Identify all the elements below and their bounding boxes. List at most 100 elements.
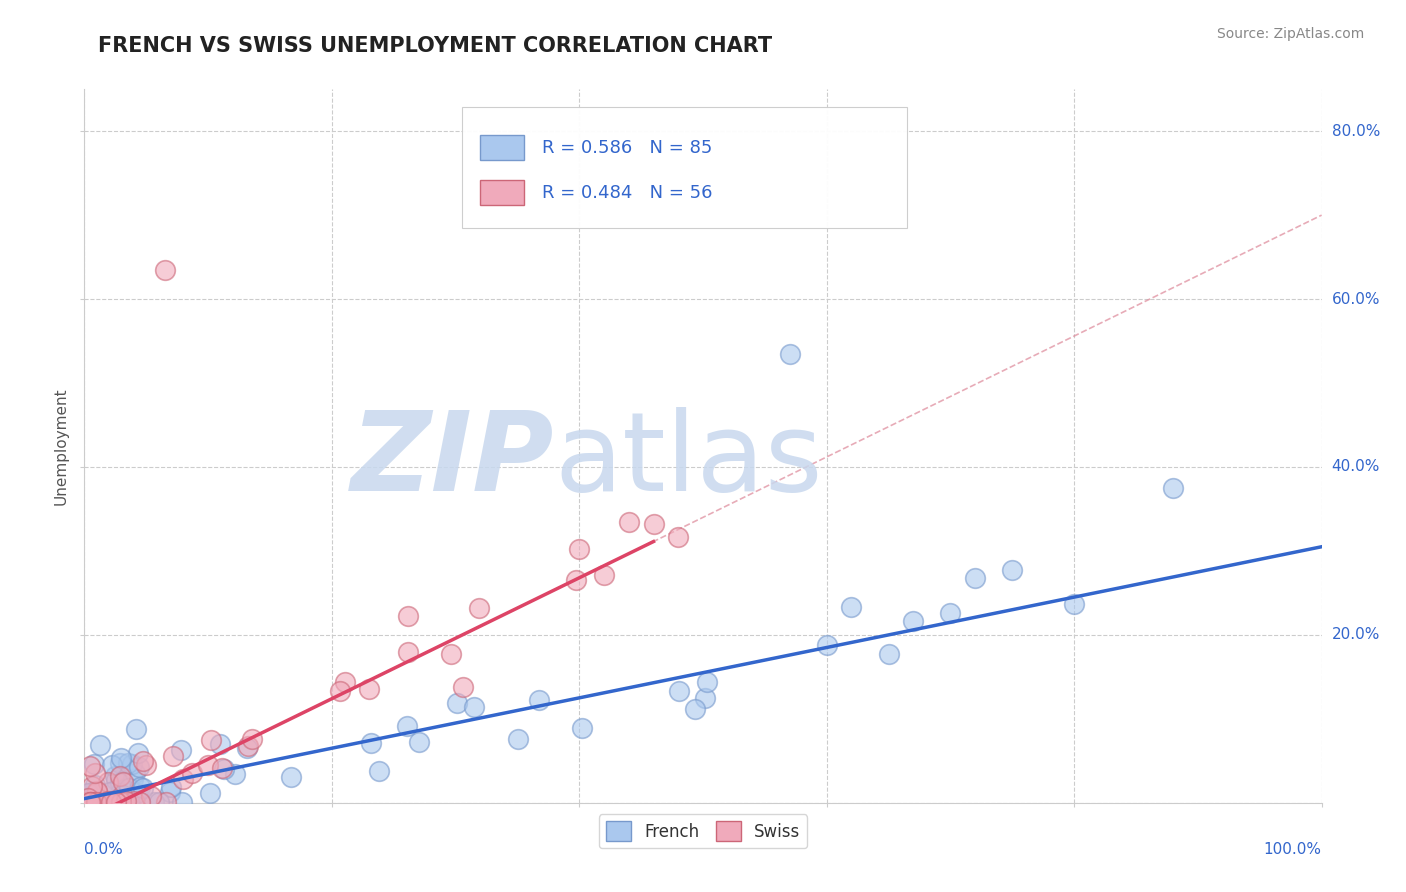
Point bbox=[97, 794, 120, 808]
Point bbox=[83, 779, 105, 793]
Point bbox=[105, 772, 128, 787]
Point bbox=[280, 771, 302, 785]
Point bbox=[108, 769, 131, 783]
Point bbox=[104, 783, 127, 797]
Point bbox=[571, 721, 593, 735]
Point bbox=[79, 795, 101, 809]
Point bbox=[1001, 563, 1024, 577]
Point bbox=[236, 739, 259, 753]
Point bbox=[128, 760, 150, 774]
Text: atlas: atlas bbox=[554, 407, 823, 514]
Point bbox=[89, 738, 111, 752]
Point bbox=[86, 785, 108, 799]
Point bbox=[468, 601, 491, 615]
Point bbox=[396, 719, 419, 733]
Point bbox=[73, 795, 96, 809]
Point bbox=[115, 781, 138, 796]
Legend: French, Swiss: French, Swiss bbox=[599, 814, 807, 848]
Point bbox=[617, 515, 640, 529]
Point bbox=[440, 647, 463, 661]
Point bbox=[118, 781, 141, 796]
Point bbox=[77, 790, 100, 805]
Point bbox=[135, 758, 157, 772]
Point bbox=[451, 681, 474, 695]
Point bbox=[129, 780, 152, 794]
Point bbox=[815, 638, 838, 652]
Point bbox=[198, 786, 221, 800]
Point bbox=[114, 794, 136, 808]
Point bbox=[181, 765, 204, 780]
Point bbox=[111, 795, 134, 809]
Point bbox=[643, 516, 665, 531]
Point bbox=[683, 702, 706, 716]
Point bbox=[214, 762, 236, 776]
Point bbox=[506, 731, 529, 746]
Point bbox=[110, 795, 132, 809]
Point bbox=[79, 786, 101, 800]
Point bbox=[91, 795, 114, 809]
Point bbox=[131, 755, 153, 769]
Point bbox=[359, 681, 381, 696]
Point bbox=[98, 785, 121, 799]
Point bbox=[235, 740, 257, 755]
Point bbox=[79, 795, 101, 809]
Point bbox=[695, 691, 717, 706]
Point bbox=[668, 684, 690, 698]
Point bbox=[1161, 481, 1184, 495]
Point bbox=[148, 795, 170, 809]
Point bbox=[86, 795, 108, 809]
Point bbox=[108, 756, 131, 771]
Point bbox=[367, 764, 389, 778]
Point bbox=[101, 758, 124, 772]
Point bbox=[111, 775, 134, 789]
Point bbox=[159, 785, 181, 799]
Point bbox=[143, 795, 166, 809]
Point bbox=[127, 747, 149, 761]
Point bbox=[83, 795, 105, 809]
Text: 100.0%: 100.0% bbox=[1264, 842, 1322, 857]
Point bbox=[94, 795, 117, 809]
Point bbox=[100, 795, 122, 809]
Text: FRENCH VS SWISS UNEMPLOYMENT CORRELATION CHART: FRENCH VS SWISS UNEMPLOYMENT CORRELATION… bbox=[98, 36, 772, 55]
Text: Source: ZipAtlas.com: Source: ZipAtlas.com bbox=[1216, 27, 1364, 41]
Point bbox=[83, 757, 105, 772]
Point bbox=[79, 795, 101, 809]
Bar bbox=[481, 180, 523, 205]
Point bbox=[105, 795, 128, 809]
Point bbox=[82, 779, 104, 793]
Point bbox=[333, 675, 356, 690]
Point bbox=[79, 759, 101, 773]
Point bbox=[110, 786, 132, 800]
Point bbox=[117, 756, 139, 770]
Point bbox=[159, 780, 181, 794]
Point bbox=[75, 795, 97, 809]
Point bbox=[666, 530, 689, 544]
Point bbox=[91, 795, 114, 809]
Point bbox=[101, 795, 124, 809]
Point bbox=[110, 750, 132, 764]
Point bbox=[91, 795, 114, 809]
Point bbox=[122, 772, 145, 786]
Point bbox=[118, 795, 141, 809]
Point bbox=[124, 766, 146, 780]
Point bbox=[153, 262, 176, 277]
Point bbox=[97, 775, 120, 789]
Point bbox=[396, 609, 419, 624]
Point bbox=[110, 795, 132, 809]
Point bbox=[139, 789, 162, 803]
Text: 80.0%: 80.0% bbox=[1331, 124, 1379, 138]
Text: 40.0%: 40.0% bbox=[1331, 459, 1379, 475]
Text: R = 0.484   N = 56: R = 0.484 N = 56 bbox=[543, 184, 713, 202]
Point bbox=[197, 758, 219, 772]
Point bbox=[128, 795, 150, 809]
Point bbox=[104, 769, 127, 783]
Point bbox=[124, 723, 146, 737]
Point bbox=[79, 795, 101, 809]
Point bbox=[83, 766, 105, 780]
Point bbox=[100, 795, 122, 809]
Point bbox=[446, 696, 468, 710]
Point bbox=[169, 743, 191, 757]
Point bbox=[200, 733, 222, 747]
Point bbox=[224, 767, 246, 781]
Point bbox=[83, 787, 105, 801]
